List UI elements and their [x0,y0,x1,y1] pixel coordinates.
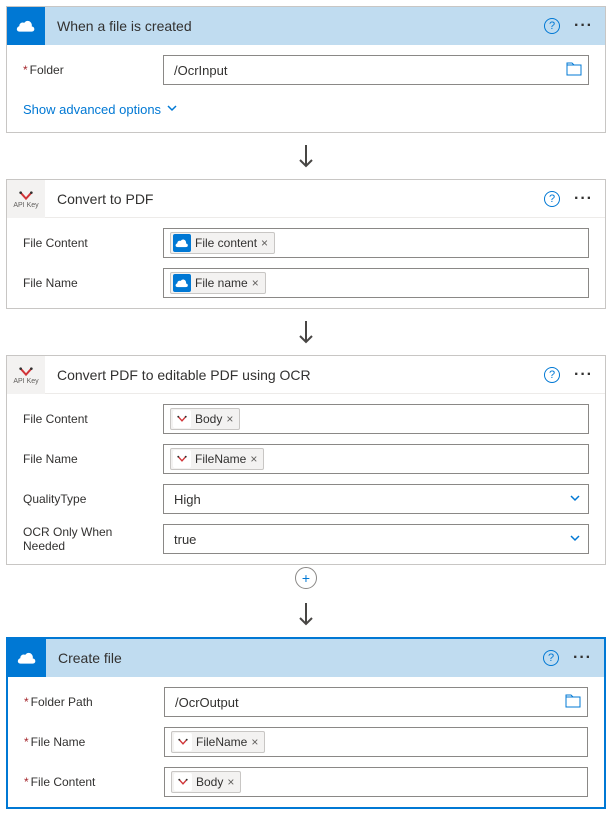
parameter-row: File Content File content × [23,228,589,258]
action-card: Create file? ··· Folder Path/OcrOutput File… [6,637,606,809]
card-title: Convert PDF to editable PDF using OCR [45,367,544,383]
dynamic-token[interactable]: Body × [170,408,240,430]
remove-token-icon[interactable]: × [252,276,259,290]
card-body: File Content Body × File Name FileName × Quali… [7,394,605,564]
card-title: Create file [46,650,543,666]
flow-arrow [6,595,606,637]
remove-token-icon[interactable]: × [227,775,234,789]
dynamic-token[interactable]: File content × [170,232,275,254]
dropdown-value: High [170,492,201,507]
advanced-label: Show advanced options [23,102,161,117]
parameter-label: File Content [23,412,163,426]
parameter-label: File Name [23,452,163,466]
remove-token-icon[interactable]: × [226,412,233,426]
token-input[interactable]: File content × [163,228,589,258]
token-input[interactable]: File name × [163,268,589,298]
dynamic-token[interactable]: FileName × [171,731,265,753]
parameter-row: Folder/OcrInput [23,55,589,85]
parameter-label: Folder [23,63,163,77]
apikey-connector-icon: API Key [7,180,45,218]
parameter-row: File Content Body × [24,767,588,797]
parameter-label: QualityType [23,492,163,506]
chevron-down-icon [165,101,179,118]
flow-arrow [6,313,606,355]
token-label: File name [195,276,248,290]
parameter-row: File Name FileName × [24,727,588,757]
dropdown-input[interactable]: High [163,484,589,514]
dropdown-input[interactable]: true [163,524,589,554]
help-icon[interactable]: ? [544,367,560,383]
card-header[interactable]: API KeyConvert PDF to editable PDF using… [7,356,605,394]
remove-token-icon[interactable]: × [251,735,258,749]
card-body: File Content File content × File Name File n… [7,218,605,308]
add-step-button[interactable]: + [295,567,317,589]
folder-picker-icon[interactable] [566,62,582,79]
chevron-down-icon [568,531,582,548]
more-menu-icon[interactable]: ··· [573,649,592,667]
parameter-label: File Content [24,775,164,789]
folder-picker-icon[interactable] [565,694,581,711]
token-label: FileName [196,735,247,749]
apikey-icon [174,773,192,791]
show-advanced-link[interactable]: Show advanced options [7,95,605,132]
action-card: When a file is created? ··· Folder/OcrInpu… [6,6,606,133]
flow-arrow [6,137,606,179]
add-step-wrap: + [6,567,606,589]
remove-token-icon[interactable]: × [250,452,257,466]
more-menu-icon[interactable]: ··· [574,190,593,208]
card-header[interactable]: Create file? ··· [8,639,604,677]
dynamic-token[interactable]: FileName × [170,448,264,470]
parameter-label: File Name [23,276,163,290]
action-card: API KeyConvert to PDF?···File ContentFil… [6,179,606,309]
dropdown-value: true [170,532,196,547]
token-input[interactable]: Body × [164,767,588,797]
more-menu-icon[interactable]: ··· [574,366,593,384]
apikey-icon [173,410,191,428]
parameter-row: File Content Body × [23,404,589,434]
field-value: /OcrInput [170,63,227,78]
field-value: /OcrOutput [171,695,239,710]
card-header[interactable]: API KeyConvert to PDF? ··· [7,180,605,218]
token-label: File content [195,236,257,250]
token-input[interactable]: FileName × [163,444,589,474]
more-menu-icon[interactable]: ··· [574,17,593,35]
help-icon[interactable]: ? [543,650,559,666]
onedrive-icon [173,274,191,292]
token-input[interactable]: Body × [163,404,589,434]
remove-token-icon[interactable]: × [261,236,268,250]
apikey-connector-icon: API Key [7,356,45,394]
token-label: Body [196,775,223,789]
parameter-row: Folder Path/OcrOutput [24,687,588,717]
card-body: Folder/OcrInput [7,45,605,95]
parameter-label: OCR Only When Needed [23,525,163,553]
parameter-label: File Name [24,735,164,749]
folder-input[interactable]: /OcrOutput [164,687,588,717]
help-icon[interactable]: ? [544,191,560,207]
onedrive-connector-icon [7,7,45,45]
dynamic-token[interactable]: File name × [170,272,266,294]
card-title: Convert to PDF [45,191,544,207]
folder-input[interactable]: /OcrInput [163,55,589,85]
help-icon[interactable]: ? [544,18,560,34]
apikey-icon [174,733,192,751]
parameter-row: File Name FileName × [23,444,589,474]
token-label: FileName [195,452,246,466]
token-input[interactable]: FileName × [164,727,588,757]
parameter-row: File Name File name × [23,268,589,298]
parameter-label: Folder Path [24,695,164,709]
parameter-label: File Content [23,236,163,250]
card-title: When a file is created [45,18,544,34]
card-header[interactable]: When a file is created? ··· [7,7,605,45]
onedrive-connector-icon [8,639,46,677]
card-body: Folder Path/OcrOutputFile NameFileName×F… [8,677,604,807]
onedrive-icon [173,234,191,252]
parameter-row: QualityType High [23,484,589,514]
action-card: API KeyConvert PDF to editable PDF using… [6,355,606,565]
parameter-row: OCR Only When Needed true [23,524,589,554]
chevron-down-icon [568,491,582,508]
dynamic-token[interactable]: Body × [171,771,241,793]
token-label: Body [195,412,222,426]
apikey-icon [173,450,191,468]
